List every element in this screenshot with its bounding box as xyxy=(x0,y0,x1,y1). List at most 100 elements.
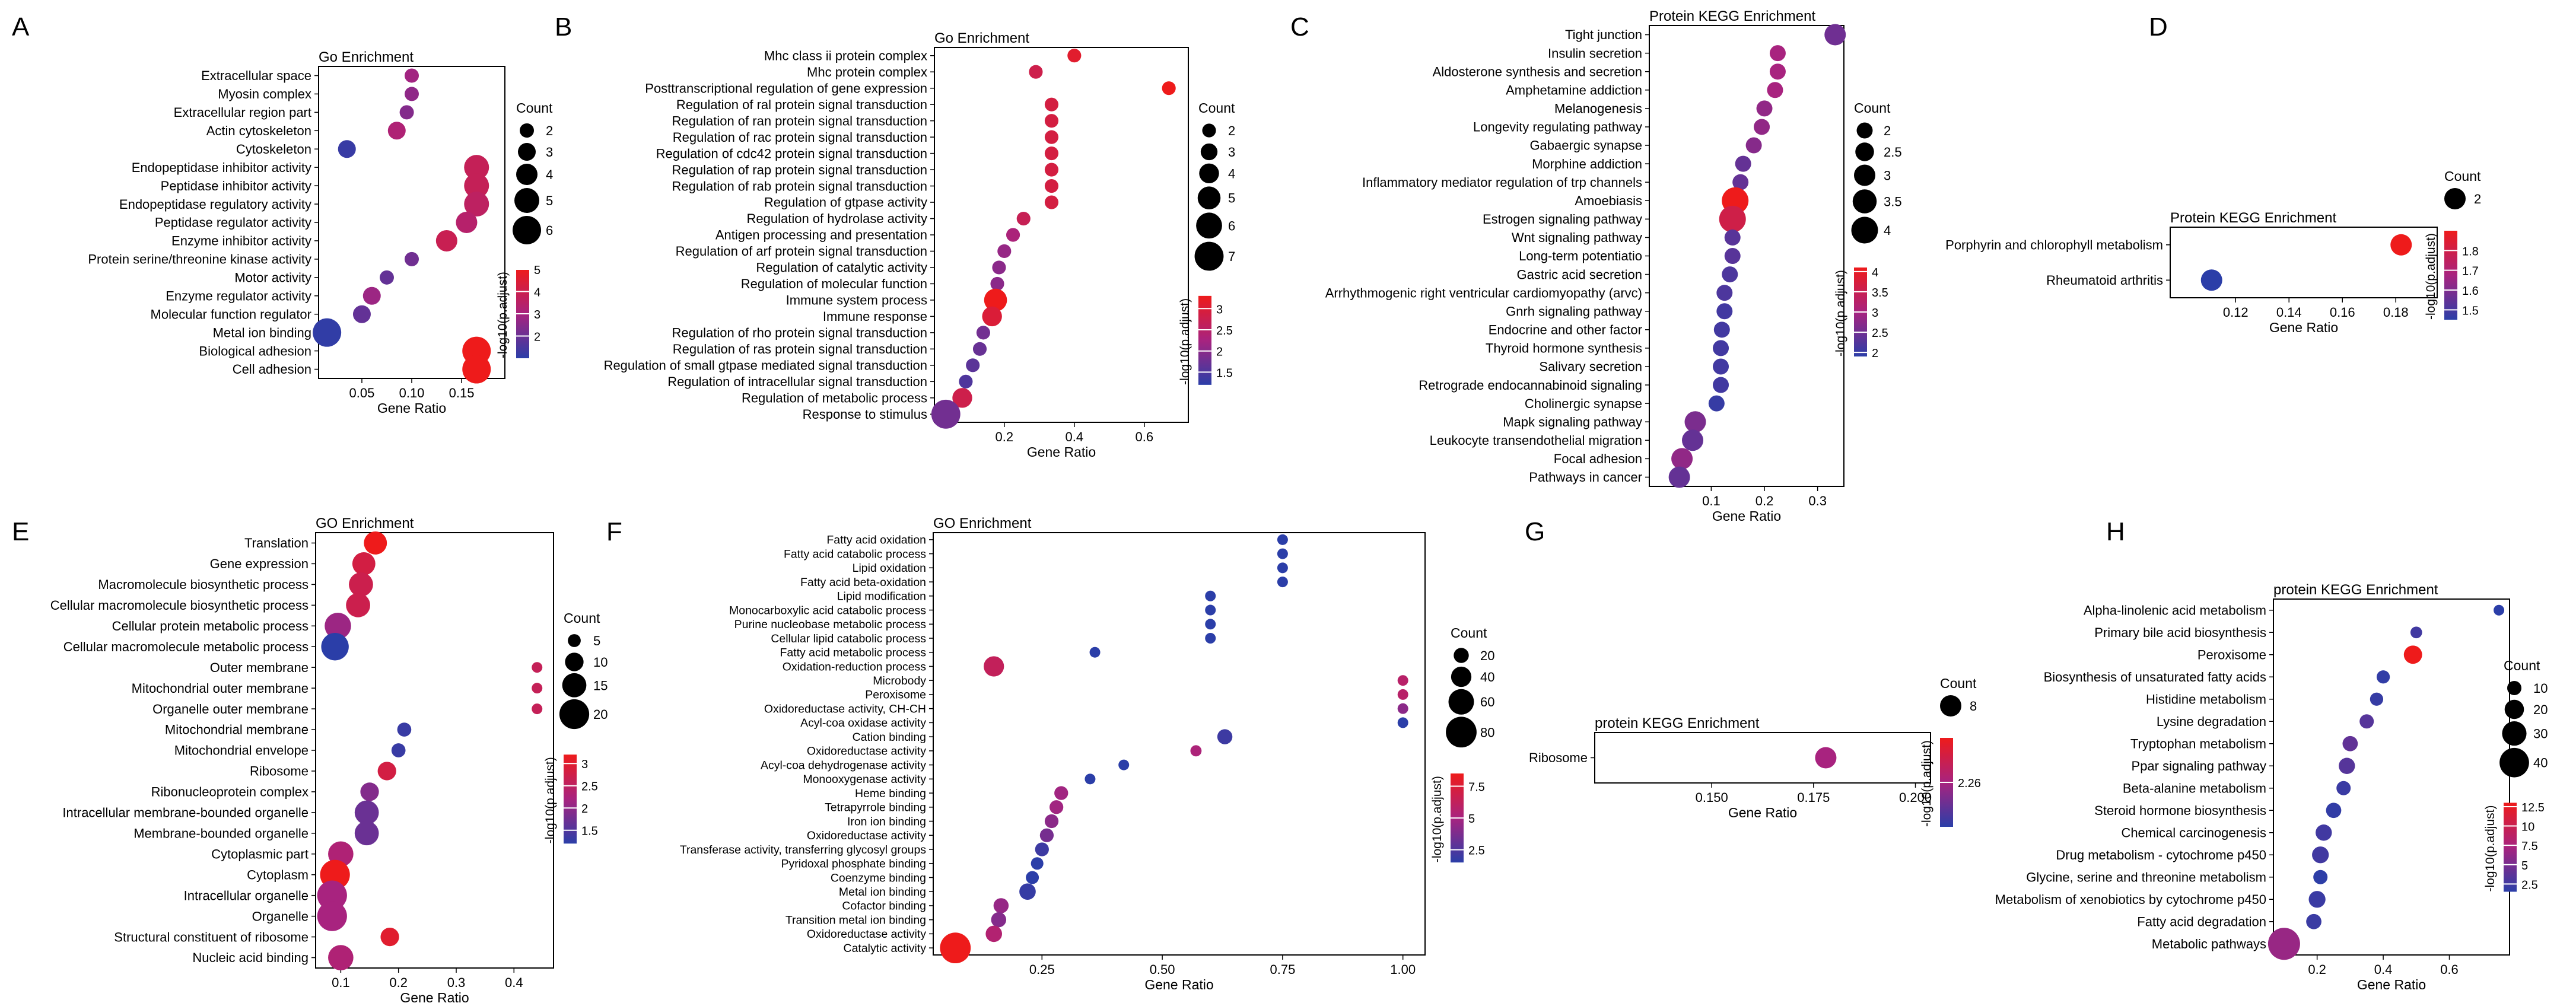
data-point xyxy=(464,155,489,180)
size-legend-label: 40 xyxy=(1480,670,1494,684)
x-axis-label: Gene Ratio xyxy=(1712,508,1781,524)
y-tick-label: Pathways in cancer xyxy=(1529,470,1642,485)
data-point xyxy=(1767,82,1783,98)
color-legend-title: -log10(p.adjust) xyxy=(496,272,510,358)
color-legend-title: -log10(p.adjust) xyxy=(1920,740,1933,827)
data-point xyxy=(2376,670,2390,684)
data-point xyxy=(940,932,971,964)
data-point xyxy=(1044,147,1059,161)
data-point xyxy=(1732,174,1749,190)
y-tick-label: Aldosterone synthesis and secretion xyxy=(1433,64,1642,79)
color-legend-title: -log10(p.adjust) xyxy=(2483,805,2497,892)
y-tick-label: Gastric acid secretion xyxy=(1516,267,1642,282)
y-tick-label: Macromolecule biosynthetic process xyxy=(98,577,309,592)
data-point xyxy=(1205,633,1216,644)
data-point xyxy=(1035,842,1049,856)
data-point xyxy=(532,662,543,673)
x-axis-label: Gene Ratio xyxy=(1027,444,1096,460)
x-tick-label: 0.15 xyxy=(449,386,475,400)
y-tick-label: Arrhythmogenic right ventricular cardiom… xyxy=(1325,285,1642,300)
x-tick-label: 0.18 xyxy=(2383,305,2409,320)
plot-frame xyxy=(1649,25,1844,487)
size-legend-dot xyxy=(2507,681,2521,695)
color-legend-label: 5 xyxy=(1468,813,1475,826)
color-legend-label: 2.5 xyxy=(1468,845,1485,858)
data-point xyxy=(1724,248,1741,264)
size-legend-label: 10 xyxy=(2533,681,2548,696)
data-point xyxy=(2336,781,2351,795)
y-tick-label: Regulation of rho protein signal transdu… xyxy=(672,326,928,340)
data-point xyxy=(1716,303,1733,320)
y-tick-label: Insulin secretion xyxy=(1548,46,1642,61)
data-point xyxy=(464,173,489,199)
size-legend-label: 2.5 xyxy=(1884,145,1902,160)
color-legend-label: 3 xyxy=(534,308,540,321)
y-tick-label: Posttranscriptional regulation of gene e… xyxy=(645,81,927,95)
color-legend-bar xyxy=(1198,295,1211,385)
x-axis-label: Gene Ratio xyxy=(2357,977,2426,992)
data-point xyxy=(1769,45,1786,62)
plot-frame xyxy=(2170,227,2438,298)
data-point xyxy=(346,593,370,617)
y-tick-label: Monooxygenase activity xyxy=(803,773,926,786)
size-legend-dot xyxy=(2499,747,2529,778)
size-legend-label: 3.5 xyxy=(1884,195,1902,209)
y-tick-label: Morphine addiction xyxy=(1532,157,1642,171)
size-legend-dot xyxy=(1448,689,1474,715)
x-axis-label: Gene Ratio xyxy=(1144,977,1213,992)
size-legend-dot xyxy=(1197,186,1221,210)
color-legend-title: -log10(p.adjust) xyxy=(2424,233,2438,320)
data-point xyxy=(380,927,399,947)
data-point xyxy=(1016,211,1031,226)
color-legend-title: -log10(p.adjust) xyxy=(1178,298,1192,385)
chart-title: protein KEGG Enrichment xyxy=(2273,582,2438,598)
y-tick-label: Immune response xyxy=(823,309,927,324)
x-axis-label: Gene Ratio xyxy=(1728,805,1797,820)
size-legend-dot xyxy=(2502,721,2527,746)
panel-label: C xyxy=(1290,12,1309,42)
y-tick-label: Leukocyte transendothelial migration xyxy=(1430,433,1642,448)
color-legend-bar xyxy=(2444,231,2457,320)
data-point xyxy=(1397,717,1408,728)
data-point xyxy=(1044,163,1059,177)
y-tick-label: Regulation of hydrolase activity xyxy=(747,211,928,226)
y-tick-label: Catalytic activity xyxy=(844,942,927,955)
y-tick-label: Regulation of small gtpase mediated sign… xyxy=(604,358,927,373)
size-legend-label: 8 xyxy=(1970,699,1977,714)
color-legend-label: 12.5 xyxy=(2521,801,2545,814)
y-tick-label: Regulation of rac protein signal transdu… xyxy=(673,130,927,145)
y-tick-label: Glycine, serine and threonine metabolism xyxy=(2026,870,2266,884)
x-tick-label: 0.12 xyxy=(2223,305,2249,320)
data-point xyxy=(2267,928,2300,960)
y-tick-label: Mitochondrial membrane xyxy=(165,722,309,737)
data-point xyxy=(997,244,1012,259)
y-tick-label: Regulation of arf protein signal transdu… xyxy=(676,244,927,259)
size-legend-label: 4 xyxy=(1884,223,1891,238)
y-tick-label: Oxidoreductase activity xyxy=(807,829,926,842)
size-legend-label: 15 xyxy=(593,678,608,693)
data-point xyxy=(352,552,376,575)
data-point xyxy=(2359,714,2374,729)
data-point xyxy=(1397,703,1408,714)
y-tick-label: Primary bile acid biosynthesis xyxy=(2094,625,2266,640)
data-point xyxy=(984,656,1004,677)
size-legend-dot xyxy=(516,164,538,185)
y-tick-label: Ribonucleoprotein complex xyxy=(151,785,309,800)
data-point xyxy=(1716,285,1733,301)
x-tick-label: 0.4 xyxy=(505,975,523,990)
data-point xyxy=(532,683,543,694)
size-legend-label: 20 xyxy=(593,707,608,722)
y-tick-label: Amoebiasis xyxy=(1575,193,1642,208)
data-point xyxy=(2306,913,2321,929)
size-legend-dot xyxy=(1856,122,1873,139)
y-tick-label: Gene expression xyxy=(210,556,309,571)
x-tick-label: 0.6 xyxy=(1136,429,1154,444)
y-tick-label: Lysine degradation xyxy=(2157,714,2266,729)
y-tick-label: Organelle outer membrane xyxy=(152,702,309,717)
size-legend-label: 60 xyxy=(1480,695,1494,709)
x-tick-label: 0.2 xyxy=(996,429,1014,444)
panel-e: E GO Enrichment Translation Gene expression… xyxy=(12,515,608,1003)
y-tick-label: Long-term potentiatio xyxy=(1519,249,1642,263)
size-legend-label: 5 xyxy=(1228,191,1235,206)
